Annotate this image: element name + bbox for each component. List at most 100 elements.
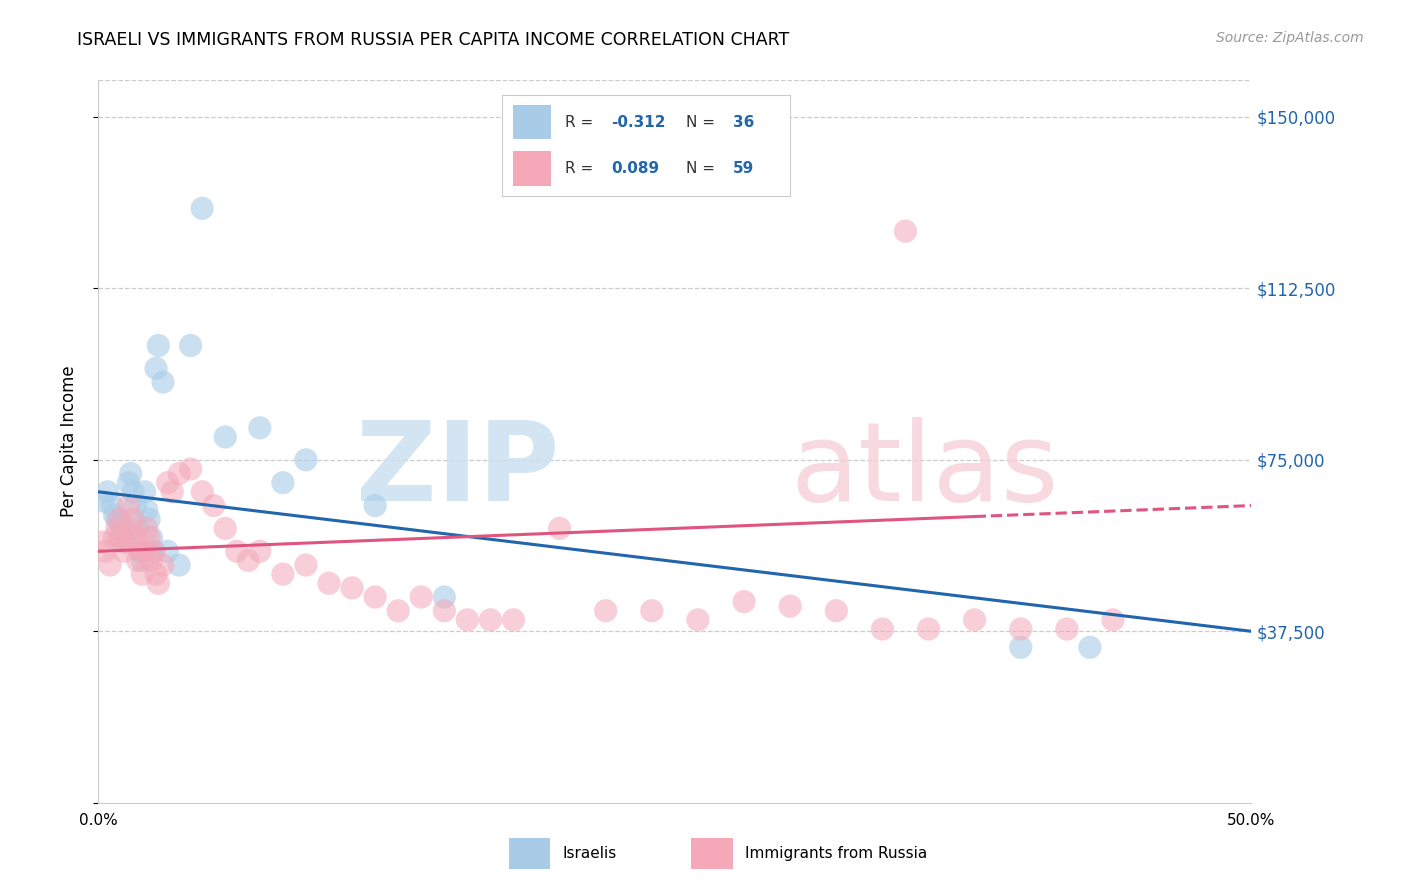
Point [411,590,433,604]
Text: ZIP: ZIP [356,417,560,524]
Point [103,531,125,545]
Point [115,535,138,549]
Point [148,338,170,352]
Point [1010,622,1032,636]
Point [108,512,131,526]
Point [271,475,294,490]
Point [225,544,247,558]
Point [167,558,190,572]
Point [214,430,236,444]
Point [145,567,167,582]
Point [249,544,271,558]
Point [138,512,160,526]
Point [152,375,174,389]
Point [112,544,135,558]
Point [120,521,142,535]
Point [167,467,190,481]
Point [120,467,142,481]
Point [364,499,387,513]
Point [98,558,121,572]
Point [180,338,202,352]
Point [122,484,145,499]
Point [1056,622,1078,636]
Point [124,499,146,513]
Point [127,553,149,567]
Point [117,499,139,513]
Point [479,613,502,627]
Point [364,590,387,604]
Point [127,521,149,535]
Point [134,484,156,499]
Point [963,613,986,627]
Point [138,531,160,545]
Point [117,475,139,490]
Point [105,512,128,526]
Point [134,544,156,558]
Point [145,361,167,376]
Point [135,503,157,517]
Point [131,567,153,582]
Point [108,531,131,545]
Point [641,604,664,618]
Point [295,558,318,572]
Point [238,553,260,567]
Point [202,499,225,513]
Point [191,484,214,499]
Point [156,544,179,558]
Point [686,613,709,627]
Point [214,521,236,535]
Point [180,462,202,476]
Point [249,421,271,435]
Point [142,544,165,558]
Point [502,613,524,627]
Point [1078,640,1101,655]
Point [1010,640,1032,655]
Point [825,604,848,618]
Point [135,521,157,535]
Point [110,516,132,531]
Point [917,622,939,636]
Point [115,535,138,549]
Point [191,202,214,216]
Point [141,531,163,545]
Point [160,484,183,499]
Point [124,531,146,545]
Y-axis label: Per Capita Income: Per Capita Income [59,366,77,517]
Point [110,531,132,545]
Point [152,558,174,572]
Point [131,553,153,567]
Point [271,567,294,582]
Point [318,576,340,591]
Point [156,475,179,490]
Point [122,512,145,526]
Point [141,553,163,567]
Point [548,521,571,535]
Point [433,604,456,618]
Point [340,581,363,595]
Point [872,622,894,636]
Point [101,499,124,513]
Point [94,544,117,558]
Point [103,508,125,522]
Point [112,521,135,535]
Point [91,494,114,508]
Point [91,535,114,549]
Point [779,599,801,614]
Text: ISRAELI VS IMMIGRANTS FROM RUSSIA PER CAPITA INCOME CORRELATION CHART: ISRAELI VS IMMIGRANTS FROM RUSSIA PER CA… [77,31,790,49]
Point [456,613,478,627]
Point [129,544,152,558]
Point [387,604,409,618]
Point [148,576,170,591]
Point [129,544,152,558]
Point [894,224,917,238]
Point [97,484,120,499]
Point [1102,613,1125,627]
Point [142,544,165,558]
Point [105,521,128,535]
Point [595,604,617,618]
Text: atlas: atlas [790,417,1059,524]
Point [733,594,755,608]
Text: Source: ZipAtlas.com: Source: ZipAtlas.com [1216,31,1364,45]
Point [295,453,318,467]
Point [433,590,456,604]
